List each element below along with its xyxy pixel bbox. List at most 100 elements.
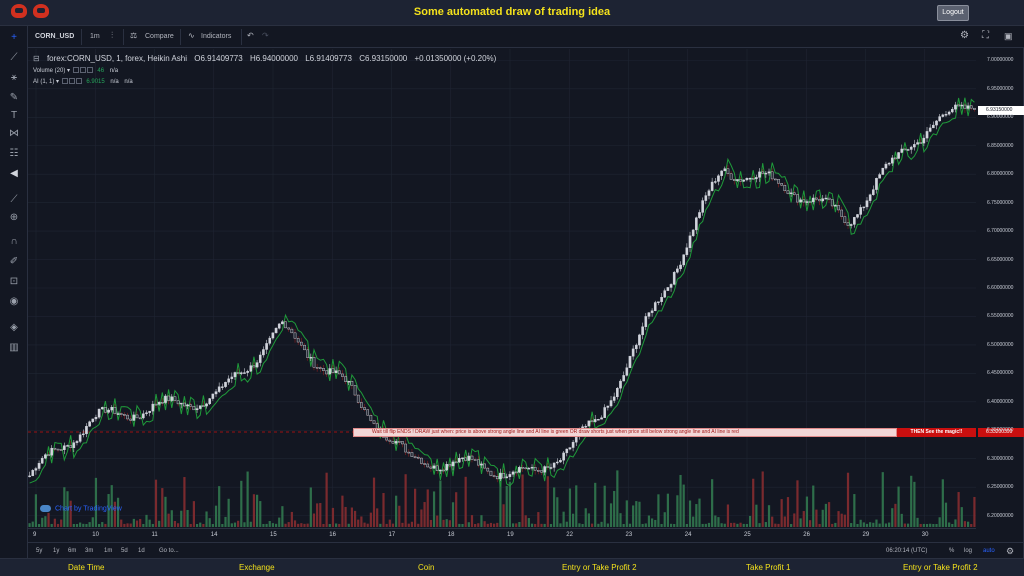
candle-body [625, 367, 629, 376]
percent-toggle[interactable]: % [949, 548, 955, 554]
candle-body [859, 207, 862, 215]
volume-bar [966, 521, 970, 527]
candle-body [315, 367, 319, 369]
candle-body [865, 200, 869, 208]
stay-drawing-icon[interactable]: ✐ [9, 256, 19, 267]
symbol-search-button[interactable]: CORN_USD [35, 33, 75, 40]
volume-bar [274, 523, 278, 527]
volume-bar [584, 508, 587, 527]
pattern-icon[interactable]: ⋈ [9, 128, 19, 139]
volume-bar [935, 524, 938, 527]
volume-bar [221, 523, 224, 527]
settings-icon[interactable] [79, 67, 86, 74]
magnet-icon[interactable]: ∩ [10, 236, 18, 247]
crosshair-icon[interactable]: + [11, 32, 17, 43]
close-icon[interactable] [86, 67, 93, 74]
chart-plot-area[interactable] [28, 49, 976, 527]
volume-bar [669, 523, 673, 527]
range-1m[interactable]: 1m [104, 548, 113, 554]
compare-icon[interactable]: ⚖ [130, 31, 138, 40]
fullscreen-icon[interactable]: ⛶ [982, 30, 989, 41]
range-5y[interactable]: 5y [36, 548, 43, 554]
eye-icon[interactable] [72, 67, 79, 74]
volume-label[interactable]: Volume (20) [33, 68, 66, 74]
arrow-left-icon[interactable]: ◀ [10, 168, 18, 179]
candle-body [476, 459, 480, 466]
text-icon[interactable]: T [10, 110, 18, 121]
prediction-icon[interactable]: ☷ [9, 148, 19, 159]
chart-style-icon[interactable]: ⫶ [111, 30, 114, 40]
volume-bar [139, 518, 142, 527]
redo-icon[interactable]: ↷ [262, 31, 269, 40]
date-axis[interactable]: 9 10 11 14 15 16 17 18 19 22 23 24 25 26 29 30 [28, 528, 976, 542]
legend-symbol[interactable]: forex:CORN_USD, 1, forex, Heikin Ashi [46, 54, 187, 63]
goto-button[interactable]: Go to... [159, 548, 179, 554]
volume-bar [647, 515, 651, 527]
range-1y[interactable]: 1y [53, 548, 60, 554]
candle-body [802, 199, 806, 203]
candle-body [116, 413, 120, 415]
candle-body [160, 402, 164, 404]
annotation-magic[interactable]: THEN See the magic!! [897, 428, 976, 437]
ruler-icon[interactable]: ⟋ [10, 194, 18, 205]
brush-icon[interactable]: ✎ [9, 92, 19, 103]
volume-bar [480, 515, 483, 527]
interval-button[interactable]: 1m [90, 33, 100, 40]
settings-icon[interactable]: ⚙ [1006, 546, 1015, 556]
logout-button[interactable]: Logout [937, 5, 969, 21]
volume-bar [850, 523, 853, 527]
line-price-badge: 6.33200399 [978, 428, 1024, 437]
range-6m[interactable]: 6m [68, 548, 77, 554]
clock-readout[interactable]: 06:20:14 (UTC) [886, 548, 928, 554]
volume-bar [682, 484, 685, 527]
volume-bar [186, 510, 189, 527]
candle-body [555, 461, 559, 464]
auto-toggle[interactable]: auto [983, 548, 995, 554]
volume-bar [796, 480, 799, 527]
candle-body [950, 108, 954, 113]
snapshot-icon[interactable]: ▣ [1004, 31, 1013, 41]
trash-icon[interactable]: ▥ [9, 342, 19, 353]
volume-bar [916, 517, 919, 527]
volume-bar [161, 488, 164, 527]
candle-body [246, 370, 249, 373]
candle-body [957, 104, 960, 107]
candle-body [672, 272, 676, 285]
price-axis[interactable]: 6.93150000 6.33200399 7.00000000 6.950000… [978, 49, 1024, 527]
candle-body [704, 195, 708, 201]
compare-button[interactable]: Compare [145, 33, 174, 40]
trend-line-icon[interactable]: ⟋ [10, 52, 18, 63]
tradingview-brand[interactable]: Chart by TradingView [40, 505, 122, 512]
settings-icon[interactable]: ⚙ [960, 30, 969, 41]
price-tick-label: 6.95000000 [987, 85, 1014, 92]
eye-icon[interactable]: ◉ [9, 296, 19, 307]
settings-icon[interactable] [68, 78, 75, 85]
ai-label[interactable]: AI (1, 1) [33, 79, 55, 85]
undo-icon[interactable]: ↶ [247, 31, 254, 40]
candle-body [676, 268, 679, 273]
log-toggle[interactable]: log [964, 548, 973, 554]
volume-bar [609, 503, 613, 527]
volume-bar [556, 497, 559, 527]
candle-body [792, 192, 796, 195]
candle-body [255, 362, 259, 368]
range-5d[interactable]: 5d [121, 548, 128, 554]
date-tick-label: 30 [921, 532, 929, 538]
volume-bar [195, 524, 199, 527]
collapse-legend-icon[interactable]: ⊟ [33, 54, 40, 63]
zoom-icon[interactable]: ⊕ [9, 212, 19, 223]
range-3m[interactable]: 3m [85, 548, 94, 554]
fib-icon[interactable]: ⚹ [11, 72, 17, 83]
close-icon[interactable] [75, 78, 82, 85]
candle-body [543, 466, 546, 473]
indicators-icon[interactable]: ∿ [188, 31, 195, 40]
eye-icon[interactable] [61, 78, 68, 85]
volume-bar [63, 487, 66, 527]
range-1d[interactable]: 1d [138, 548, 145, 554]
annotation-text[interactable]: Wait till flip ENDS ! DRAW just when: pr… [353, 428, 897, 437]
lock-icon[interactable]: ⊡ [9, 276, 19, 287]
price-chart[interactable] [28, 49, 976, 527]
layers-icon[interactable]: ◈ [10, 322, 18, 333]
indicators-button[interactable]: Indicators [201, 33, 232, 40]
candle-body [170, 396, 174, 401]
